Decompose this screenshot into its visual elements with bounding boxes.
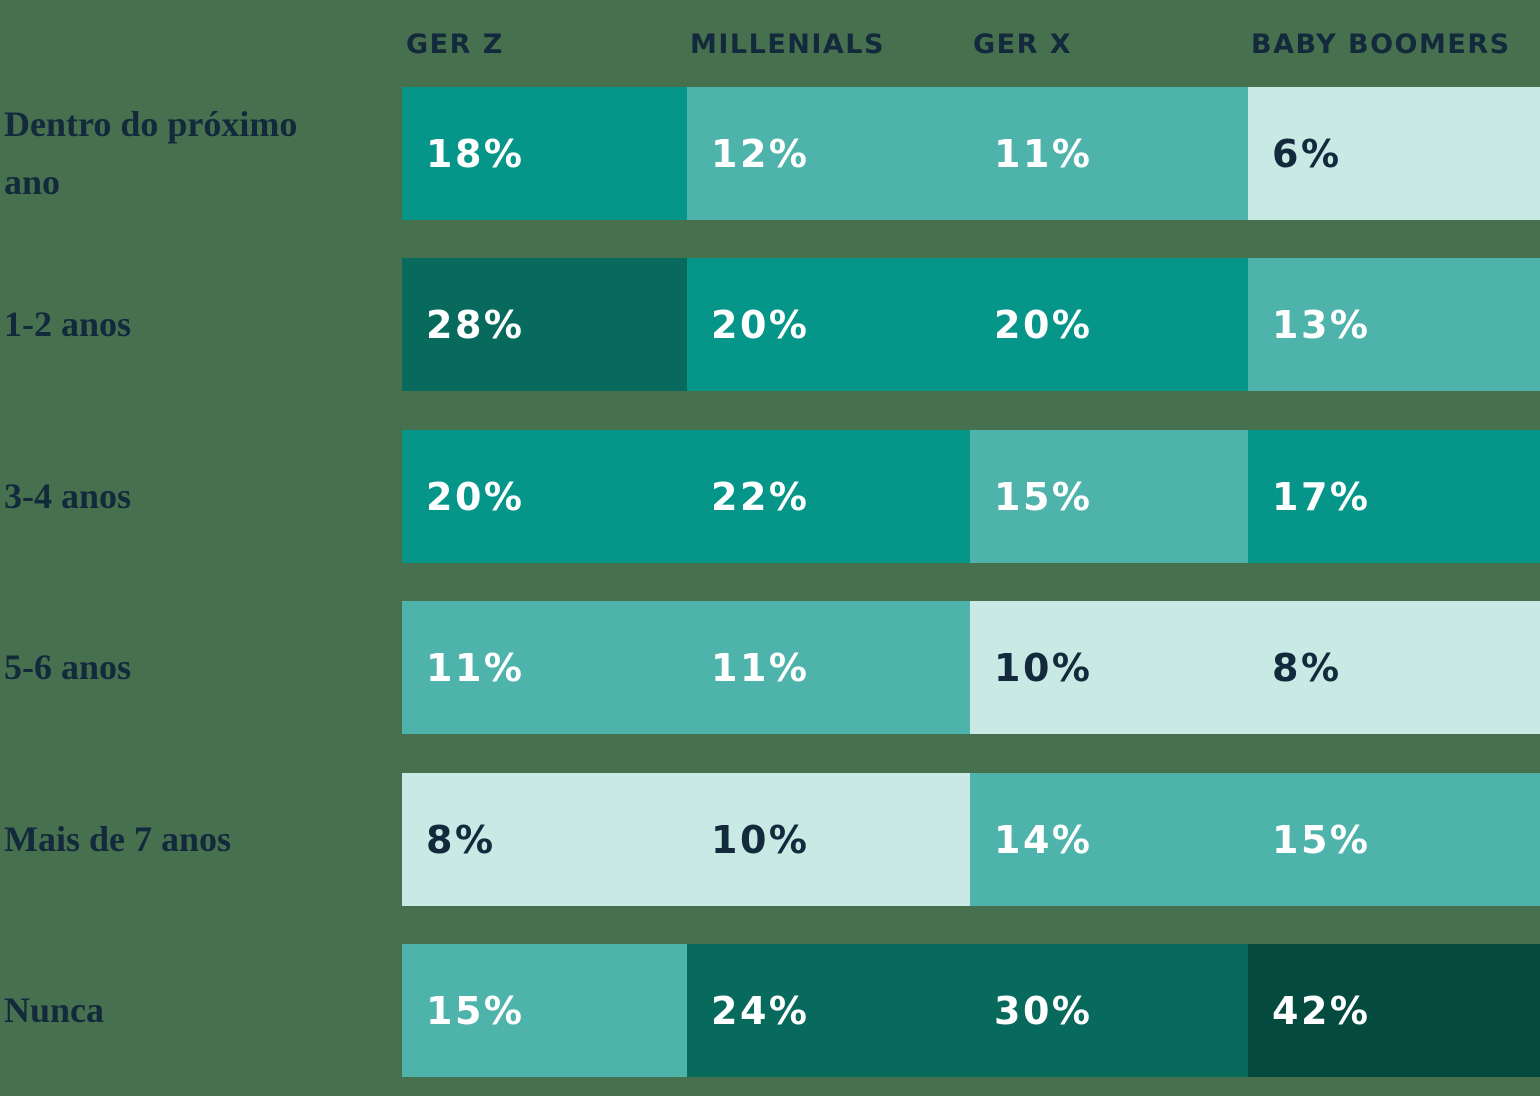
cell-unit: %	[483, 131, 525, 176]
row-cells: 11% 11% 10% 8%	[402, 601, 1540, 734]
row-cells: 15% 24% 30% 42%	[402, 944, 1540, 1077]
cell-unit: %	[1300, 645, 1342, 690]
cell-unit: %	[768, 302, 810, 347]
cell-value: 8	[1272, 645, 1301, 690]
cell-value: 13	[1272, 302, 1330, 347]
column-header-ger-z: GER Z	[406, 29, 504, 60]
cell-value: 6	[1272, 131, 1301, 176]
cell-value: 15	[994, 474, 1052, 519]
cell-value: 20	[426, 474, 484, 519]
row-label: 5-6 anos	[4, 646, 132, 687]
row-cells: 18% 12% 11% 6%	[402, 87, 1540, 220]
cell-unit: %	[768, 988, 810, 1033]
table-cell: 22%	[687, 430, 970, 563]
row-label: Dentro do próximo ano	[4, 103, 298, 202]
table-row: 1-2 anos 28% 20% 20% 13%	[0, 258, 1540, 391]
table-cell: 42%	[1248, 944, 1540, 1077]
column-header-millenials: MILLENIALS	[690, 29, 885, 60]
row-cells: 20% 22% 15% 17%	[402, 430, 1540, 563]
cell-unit: %	[1051, 817, 1093, 862]
table-row: 5-6 anos 11% 11% 10% 8%	[0, 601, 1540, 734]
table-cell: 20%	[687, 258, 970, 391]
cell-value: 12	[711, 131, 769, 176]
cell-unit: %	[768, 474, 810, 519]
cell-unit: %	[1051, 988, 1093, 1033]
cell-value: 30	[994, 988, 1052, 1033]
cell-value: 10	[994, 645, 1052, 690]
table-cell: 15%	[1248, 773, 1540, 906]
cell-value: 42	[1272, 988, 1330, 1033]
table-cell: 15%	[970, 430, 1248, 563]
cell-unit: %	[1329, 817, 1371, 862]
cell-value: 20	[994, 302, 1052, 347]
table-cell: 24%	[687, 944, 970, 1077]
column-header-ger-x: GER X	[973, 29, 1073, 60]
table-cell: 11%	[687, 601, 970, 734]
cell-value: 18	[426, 131, 484, 176]
table-cell: 18%	[402, 87, 687, 220]
table-cell: 13%	[1248, 258, 1540, 391]
row-label: Nunca	[4, 989, 105, 1030]
cell-value: 11	[994, 131, 1052, 176]
cell-value: 15	[426, 988, 484, 1033]
table-cell: 10%	[687, 773, 970, 906]
cell-unit: %	[483, 988, 525, 1033]
cell-unit: %	[1329, 474, 1371, 519]
row-label: 3-4 anos	[4, 475, 132, 516]
cell-unit: %	[768, 645, 810, 690]
cell-unit: %	[1051, 131, 1093, 176]
cell-unit: %	[483, 302, 525, 347]
cell-value: 8	[426, 817, 455, 862]
table-cell: 6%	[1248, 87, 1540, 220]
cell-value: 17	[1272, 474, 1330, 519]
column-header-baby-boomers: BABY BOOMERS	[1251, 29, 1511, 60]
table-row: Nunca 15% 24% 30% 42%	[0, 944, 1540, 1077]
table-cell: 20%	[402, 430, 687, 563]
row-cells: 28% 20% 20% 13%	[402, 258, 1540, 391]
table-cell: 11%	[402, 601, 687, 734]
table-cell: 17%	[1248, 430, 1540, 563]
cell-unit: %	[1300, 131, 1342, 176]
cell-unit: %	[1329, 302, 1371, 347]
table-cell: 30%	[970, 944, 1248, 1077]
row-label: 1-2 anos	[4, 303, 132, 344]
cell-unit: %	[483, 474, 525, 519]
cell-unit: %	[1051, 474, 1093, 519]
row-label: Mais de 7 anos	[4, 818, 232, 859]
cell-unit: %	[483, 645, 525, 690]
cell-unit: %	[768, 131, 810, 176]
table-cell: 20%	[970, 258, 1248, 391]
cell-unit: %	[454, 817, 496, 862]
table-cell: 14%	[970, 773, 1248, 906]
cell-value: 11	[711, 645, 769, 690]
table-cell: 8%	[402, 773, 687, 906]
table-row: Dentro do próximo ano 18% 12% 11% 6%	[0, 87, 1540, 220]
table-cell: 28%	[402, 258, 687, 391]
table-row: 3-4 anos 20% 22% 15% 17%	[0, 430, 1540, 563]
cell-value: 11	[426, 645, 484, 690]
table-row: Mais de 7 anos 8% 10% 14% 15%	[0, 773, 1540, 906]
cell-unit: %	[1051, 645, 1093, 690]
cell-value: 10	[711, 817, 769, 862]
table-cell: 10%	[970, 601, 1248, 734]
cell-value: 24	[711, 988, 769, 1033]
row-cells: 8% 10% 14% 15%	[402, 773, 1540, 906]
cell-unit: %	[1329, 988, 1371, 1033]
table-cell: 12%	[687, 87, 970, 220]
cell-value: 14	[994, 817, 1052, 862]
table-cell: 8%	[1248, 601, 1540, 734]
cell-value: 20	[711, 302, 769, 347]
cell-value: 15	[1272, 817, 1330, 862]
table-cell: 15%	[402, 944, 687, 1077]
cell-unit: %	[768, 817, 810, 862]
cell-value: 28	[426, 302, 484, 347]
table-cell: 11%	[970, 87, 1248, 220]
cell-unit: %	[1051, 302, 1093, 347]
cell-value: 22	[711, 474, 769, 519]
